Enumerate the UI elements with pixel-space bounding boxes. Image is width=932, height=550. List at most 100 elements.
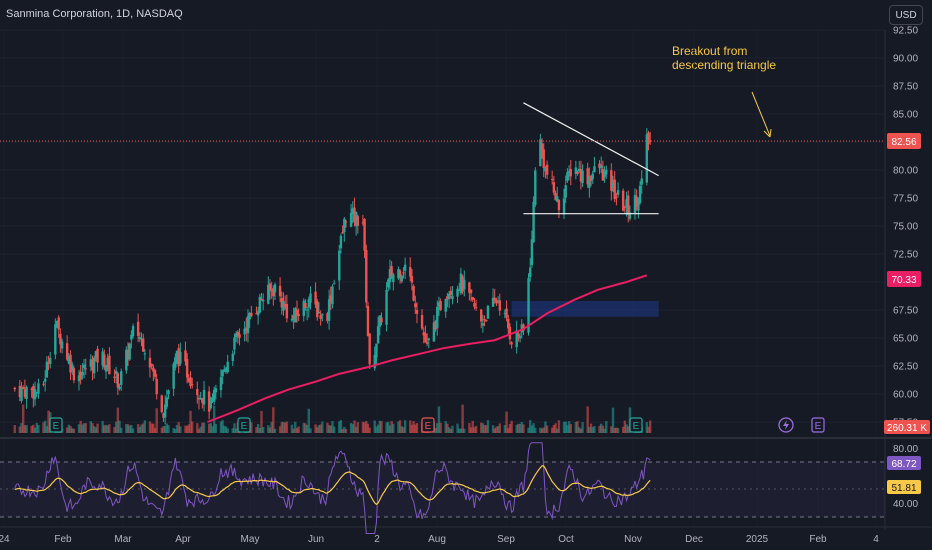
candle-body xyxy=(354,211,358,227)
candle-body xyxy=(106,357,109,370)
candle-body xyxy=(94,351,98,358)
candle-body xyxy=(150,363,153,367)
candle-body xyxy=(118,386,121,389)
earnings-event-marker[interactable]: E xyxy=(237,417,251,433)
earnings-event-marker[interactable]: E xyxy=(811,417,825,433)
candle-body xyxy=(398,270,402,279)
candle-body xyxy=(278,285,282,297)
candle-body xyxy=(297,313,300,317)
volume-bar xyxy=(564,421,567,433)
volume-bar xyxy=(520,422,523,433)
candle-body xyxy=(243,328,246,335)
volume-bar xyxy=(368,427,371,433)
candle-body xyxy=(255,313,258,315)
volume-bar xyxy=(172,428,175,433)
candle-body xyxy=(566,172,569,181)
volume-bar xyxy=(163,425,167,433)
volume-bar xyxy=(505,411,508,433)
volume-bar xyxy=(96,423,99,433)
volume-bar xyxy=(23,425,27,433)
volume-bar xyxy=(398,420,402,433)
price-tick-label: 72.50 xyxy=(893,250,918,261)
volume-bar xyxy=(550,427,554,433)
svg-text:E: E xyxy=(241,421,248,432)
candle-body xyxy=(72,368,76,381)
candle-body xyxy=(295,310,299,316)
volume-bar xyxy=(282,421,285,433)
volume-bar xyxy=(207,423,211,433)
time-axis[interactable]: 24 Feb Mar Apr May Jun 2 Aug Sep Oct Nov Dec 2025 Feb… xyxy=(0,534,879,545)
price-axis[interactable]: 92.5090.0087.5085.0082.5080.0077.5075.00… xyxy=(893,26,918,429)
flash-icon[interactable] xyxy=(778,417,794,433)
time-tick-label: Sep xyxy=(497,534,515,545)
earnings-event-marker[interactable]: E xyxy=(629,417,643,433)
svg-text:E: E xyxy=(53,421,60,432)
candle-body xyxy=(224,368,228,373)
moving-average-line xyxy=(207,274,648,423)
volume-bar xyxy=(508,423,512,433)
candle-body xyxy=(174,357,177,368)
volume-bar xyxy=(645,422,649,433)
candle-body xyxy=(410,275,414,283)
volume-bar xyxy=(184,425,187,433)
candle-body xyxy=(545,164,549,175)
volume-bar xyxy=(120,427,123,433)
candle-body xyxy=(540,143,544,151)
candle-body xyxy=(317,311,321,314)
candle-body xyxy=(649,140,652,142)
candle-body xyxy=(403,264,407,271)
candle-body xyxy=(23,389,27,397)
candle-body xyxy=(363,218,366,251)
volume-bar xyxy=(196,423,199,433)
candle-body xyxy=(380,317,383,323)
volume-bar xyxy=(458,428,461,433)
volume-bar xyxy=(155,408,158,433)
volume-bar xyxy=(150,423,153,433)
candle-body xyxy=(302,300,305,317)
volume-bar xyxy=(278,426,282,433)
earnings-event-marker[interactable]: E xyxy=(421,417,435,433)
candle-body xyxy=(529,267,532,278)
candle-body xyxy=(307,299,311,308)
volume-bar xyxy=(221,420,224,433)
candle-body xyxy=(427,338,431,341)
candle-body xyxy=(351,208,354,215)
candle-body xyxy=(610,170,613,191)
candle-body xyxy=(412,286,415,301)
volume-bar xyxy=(486,420,490,433)
price-tick-label: 90.00 xyxy=(893,54,918,65)
candle-body xyxy=(314,291,317,305)
volume-bar xyxy=(25,424,28,433)
candle-body xyxy=(130,334,133,340)
candle-body xyxy=(633,194,637,214)
volume-bar xyxy=(331,421,334,433)
volume-bar xyxy=(601,425,605,433)
volume-bar xyxy=(529,420,532,433)
candle-body xyxy=(458,290,461,292)
volume-bar xyxy=(174,428,177,433)
volume-bar xyxy=(576,421,579,433)
candle-body xyxy=(578,168,581,172)
volume-bar xyxy=(79,420,82,433)
breakout-annotation: Breakout from descending triangle xyxy=(672,44,776,72)
volume-bar xyxy=(67,424,71,433)
candle-body xyxy=(424,333,427,343)
volume-bar xyxy=(515,424,518,433)
volume-bar xyxy=(290,424,294,433)
currency-button[interactable]: USD xyxy=(889,5,923,25)
candle-body xyxy=(184,350,187,362)
volume-bar xyxy=(114,421,118,433)
candle-body xyxy=(260,298,263,301)
earnings-event-marker[interactable]: E xyxy=(49,417,63,433)
volume-bar xyxy=(160,427,163,433)
candle-body xyxy=(35,392,38,394)
candle-body xyxy=(54,324,57,355)
price-tick-label: 80.00 xyxy=(893,166,918,177)
volume-bar xyxy=(84,423,87,433)
volume-bar xyxy=(446,423,449,433)
volume-bar xyxy=(317,425,321,433)
candle-body xyxy=(116,373,120,388)
candle-body xyxy=(96,348,99,363)
